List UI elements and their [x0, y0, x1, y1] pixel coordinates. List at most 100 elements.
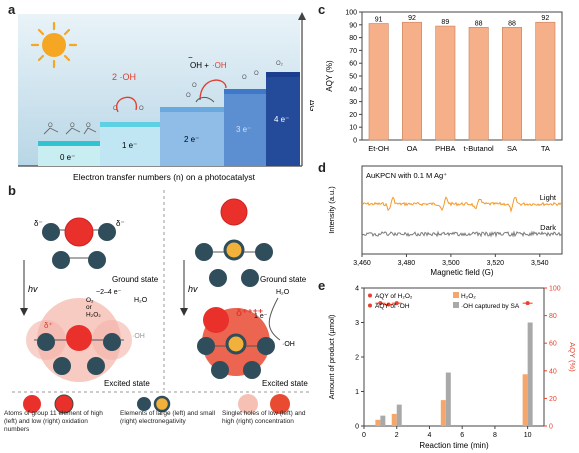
y-axis-label: Amount of product (µmol): [327, 314, 336, 399]
step-1-top: [100, 122, 160, 127]
legend-text-electronegativity: Elements of large (left) and small (righ…: [120, 410, 216, 425]
plot-frame: [361, 11, 563, 141]
panel-label-d: d: [318, 160, 326, 175]
y-right-axis-label: AQY (%): [568, 342, 576, 372]
x-category-label: SA: [507, 144, 517, 153]
x-tick-label: 6: [460, 432, 464, 439]
legend-label: AQY of H₂O₂: [375, 293, 413, 300]
bar-oh-10min: [527, 322, 533, 426]
legend-marker: [368, 293, 372, 298]
x-tick-label: 3,500: [442, 260, 460, 267]
x-tick-label: 3,520: [487, 260, 505, 267]
ground-state-right: Ground state: [260, 275, 307, 284]
o2-or-h2o2: O₂ or H₂O₂: [86, 297, 101, 318]
panel-label-a: a: [8, 2, 16, 17]
oh-radical-right-label: ·OH: [212, 61, 227, 70]
svg-text:O: O: [70, 123, 75, 129]
bar-h2o2-2min: [391, 413, 397, 426]
legend-icons-group-11: [23, 394, 74, 414]
x-tick-label: 3,460: [353, 260, 371, 267]
substrate-atom: [88, 251, 106, 269]
x-tick-label: 10: [524, 432, 532, 439]
panel-label-b: b: [8, 183, 16, 198]
bar-ta: [535, 21, 556, 141]
y-tick-label: 20: [349, 112, 357, 119]
y-tick-label: 100: [345, 10, 357, 17]
series-dark: [361, 230, 563, 238]
y-axis-label: Intensity (a.u.): [327, 186, 336, 234]
oh-ion-label: OH +: [190, 61, 209, 70]
bar-oa: [402, 21, 422, 141]
left-excited-cluster: [26, 298, 132, 382]
svg-text:O: O: [192, 83, 197, 89]
excited-state-left: Excited state: [104, 379, 150, 388]
step-2-label: 2 e⁻: [184, 135, 199, 144]
step-3-block: [224, 92, 266, 166]
sun-icon: [30, 21, 78, 69]
oh-left: ·OH: [132, 333, 145, 340]
series-light: [361, 196, 563, 214]
gold-atom-low: [220, 198, 248, 226]
x-category-label: TA: [541, 144, 550, 153]
legend-swatch: [453, 292, 459, 298]
panel-label-e: e: [318, 278, 326, 293]
oh-radical-label: 2 ·OH: [112, 72, 136, 82]
svg-text:O: O: [186, 93, 191, 99]
y-axis-arrow: [298, 12, 306, 20]
x-tick-label: 0: [362, 432, 366, 439]
y-right-tick-label: 40: [549, 368, 557, 375]
panel-a-x-label: Electron transfer numbers (n) on a photo…: [73, 172, 256, 182]
panel-c-chart: 0 10 20 30 40 50 60 70 80 90 100 AQY (%) 91 Et-OH 92 OA…: [325, 10, 563, 153]
x-tick-label: 3,480: [398, 260, 416, 267]
oh-right: ·OH: [282, 341, 295, 348]
legend-text-holes: Singlet holes of low (left) and high (ri…: [222, 410, 306, 425]
legend-icons-holes: [238, 394, 290, 414]
x-tick-label: 4: [428, 432, 432, 439]
x-category-label: t-Butanol: [464, 144, 494, 153]
step-4-label: 4 e⁻: [274, 115, 289, 124]
x-tick-label: 3,540: [531, 260, 549, 267]
y-tick-label: 60: [349, 61, 357, 68]
right-excited-cluster: [197, 307, 275, 379]
water-molecules: [43, 127, 97, 135]
left-ground-cluster: [42, 217, 116, 269]
legend-dark: Dark: [540, 223, 556, 232]
step-2-block: [160, 110, 224, 166]
oh-arrow: [116, 96, 137, 113]
h2o-left: H₂O: [134, 297, 148, 304]
delta-big-label: δ⁺⁺⁺⁺: [236, 308, 263, 319]
legend-marker: [368, 303, 372, 308]
x-category-label: PHBA: [435, 144, 455, 153]
step-0-top: [38, 141, 100, 146]
svg-text:O: O: [242, 75, 247, 81]
bar-et-oh: [368, 23, 389, 141]
left-electrons-label: ~2–4 e⁻: [96, 289, 122, 296]
y-tick-label: 50: [349, 74, 357, 81]
legend-label: ·OH captured by SA: [461, 303, 520, 310]
y-tick-label: 3: [355, 320, 359, 327]
hv-label-left: hv: [28, 284, 38, 294]
bar-oh-5min: [445, 372, 451, 426]
legend-swatch: [453, 302, 459, 308]
bar-value-label: 92: [408, 15, 416, 22]
svg-text:O: O: [254, 71, 259, 77]
substrate-atom: [52, 251, 70, 269]
y-tick-label: 2: [355, 355, 359, 362]
legend-icons-electronegativity: [137, 395, 171, 413]
x-category-label: Et-OH: [368, 144, 389, 153]
step-0-block: [38, 143, 100, 166]
delta-plus-left: δ⁺: [44, 321, 53, 330]
delta-g-label: ΔG: [308, 100, 314, 112]
bar-h2o2-5min: [440, 400, 446, 426]
y-right-tick-label: 0: [549, 424, 553, 431]
x-category-label: OA: [407, 144, 418, 153]
hv-label-right: hv: [188, 284, 198, 294]
svg-text:O: O: [86, 123, 91, 129]
h2o-right: H₂O: [276, 289, 290, 296]
y-right-tick-label: 20: [549, 396, 557, 403]
small-en-atom: [223, 239, 245, 261]
x-tick-label: 2: [395, 432, 399, 439]
y-tick-label: 10: [349, 125, 357, 132]
